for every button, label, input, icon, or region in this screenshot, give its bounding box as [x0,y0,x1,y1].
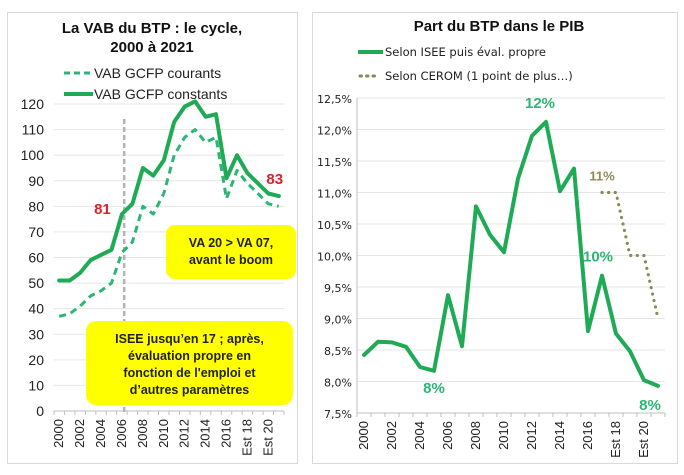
chart-panel-pib: Part du BTP dans le PIB Selon ISEE puis … [312,12,678,464]
x-tick-label: 2016 [219,419,234,448]
callout-box-isee [86,321,293,405]
x-tick-label: 2002 [384,421,399,450]
chart-title-line-1: La VAB du BTP : le cycle, [62,20,242,37]
y-tick-label: 20 [28,352,44,368]
x-tick-label: 2008 [468,421,483,450]
y-tick-label: 12,5% [317,93,352,106]
callout-text-boom: avant le boom [189,253,273,267]
series-line-1 [58,128,280,318]
legend-label-cerom: Selon CEROM (1 point de plus…) [385,69,573,83]
y-tick-label: 11,0% [317,188,352,201]
x-tick-label: Est 18 [608,421,623,458]
x-tick-label: Est 20 [636,421,651,458]
chart-title-line-2: 2000 à 2021 [110,39,193,56]
chart-title: Part du BTP dans le PIB [414,18,585,35]
series-line-2 [600,190,660,321]
pib-share-chart: Part du BTP dans le PIB Selon ISEE puis … [317,18,666,458]
legend-label-constants: VAB GCFP constants [94,86,227,102]
callout-text-isee: fonction de l'emploi et [123,366,256,380]
callout-text-isee: ISEE jusqu’en 17 ; après, [115,332,264,346]
y-tick-label: 10 [28,377,44,393]
x-tick-label: Est 18 [239,419,254,456]
y-tick-label: 7,5% [324,408,352,421]
y-tick-label: 12,0% [317,125,352,138]
data-label: 8% [639,397,661,414]
callout-box-boom [166,225,296,279]
y-tick-label: 30 [28,326,44,342]
y-tick-label: 10,0% [317,251,352,264]
y-tick-label: 9,0% [324,314,352,327]
callout-text-boom: VA 20 > VA 07, [189,236,273,250]
x-tick-label: 2010 [156,419,171,448]
x-tick-label: 2012 [177,419,192,448]
y-tick-label: 8,0% [324,377,352,390]
x-tick-label: 2010 [496,421,511,450]
data-label: 8% [423,380,445,397]
data-label: 12% [525,95,555,112]
data-label: 83 [266,171,283,188]
y-tick-label: 40 [28,301,44,317]
data-label: 10% [583,249,613,266]
y-tick-label: 60 [28,250,44,266]
x-tick-label: 2012 [524,421,539,450]
vab-chart: La VAB du BTP : le cycle, 2000 à 2021 VA… [21,20,296,456]
legend-label-isee: Selon ISEE puis éval. propre [385,45,546,59]
x-tick-label: 2008 [135,419,150,448]
x-tick-label: Est 20 [260,419,275,456]
y-tick-label: 80 [28,198,44,214]
y-tick-label: 10,5% [317,219,352,232]
data-label: 81 [94,201,111,218]
x-tick-label: 2004 [93,419,108,448]
y-tick-label: 100 [21,147,45,163]
data-label: 11% [589,169,615,184]
x-tick-label: 2006 [440,421,455,450]
callout-text-isee: évaluation propre en [128,349,251,363]
y-tick-label: 110 [22,122,45,138]
y-tick-label: 90 [28,173,44,189]
x-tick-label: 2016 [580,421,595,450]
y-tick-label: 0 [36,403,44,419]
y-tick-label: 70 [28,224,44,240]
series-line-1 [362,119,660,388]
x-tick-label: 2000 [51,419,66,448]
y-tick-label: 11,5% [317,156,352,169]
y-tick-label: 8,5% [324,345,352,358]
y-tick-label: 50 [28,275,44,291]
callout-text-isee: d’autres paramètres [130,383,250,397]
x-tick-label: 2006 [114,419,129,448]
series-line-2 [57,99,281,283]
x-tick-label: 2000 [356,421,371,450]
x-tick-label: 2002 [72,419,87,448]
y-tick-label: 9,5% [324,282,352,295]
x-tick-label: 2014 [552,421,567,450]
x-tick-label: 2014 [198,419,213,448]
x-tick-label: 2004 [412,421,427,450]
chart-panel-vab: La VAB du BTP : le cycle, 2000 à 2021 VA… [7,12,298,464]
legend-label-courants: VAB GCFP courants [94,65,221,81]
y-tick-label: 120 [21,96,45,112]
